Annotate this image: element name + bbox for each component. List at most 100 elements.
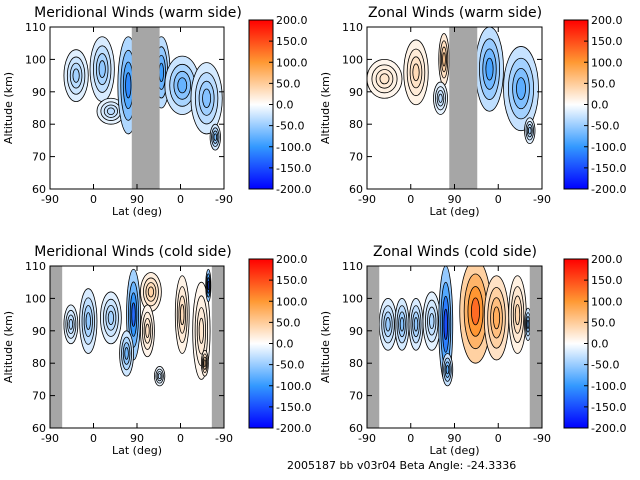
chart-title: Zonal Winds (cold side) [373, 244, 537, 260]
x-tick-label: 0 [177, 193, 184, 206]
colorbar-tick-label: 200.0 [591, 253, 623, 266]
wind-contour [413, 317, 419, 332]
x-tick-label: 0 [177, 432, 184, 445]
no-data-band [529, 266, 542, 428]
y-tick-label: 90 [32, 86, 46, 99]
y-tick-label: 110 [342, 21, 363, 34]
colorbar-tick-label: 0.0 [591, 338, 609, 351]
x-tick-label: -90 [215, 193, 233, 206]
y-tick-label: 100 [25, 292, 46, 305]
x-axis-label: Lat (deg) [430, 205, 480, 218]
y-tick-label: 100 [342, 53, 363, 66]
colorbar-tick-label: -100.0 [276, 380, 311, 393]
y-tick-label: 80 [32, 357, 46, 370]
colorbar-tick-label: 50.0 [591, 316, 616, 329]
wind-contour [131, 302, 136, 327]
colorbar: 200.0 150.0 100.0 50.0 0.0 -50.0 -100.0 -150.0 -… [248, 14, 311, 196]
wind-contour [125, 72, 132, 99]
y-tick-label: 80 [349, 357, 363, 370]
y-tick-label: 110 [25, 21, 46, 34]
wind-contour [107, 310, 115, 325]
colorbar-tick-label: -50.0 [276, 359, 304, 372]
colorbar-tick-label: 150.0 [591, 35, 623, 48]
y-axis-label: Altitude (km) [319, 72, 332, 144]
wind-contour [198, 317, 205, 344]
colorbar-tick-label: 100.0 [591, 56, 623, 69]
y-tick-label: 70 [349, 390, 363, 403]
wind-contour [147, 286, 155, 298]
x-tick-label: 0 [90, 432, 97, 445]
colorbar-tick-label: 150.0 [276, 35, 308, 48]
y-tick-label: 100 [25, 53, 46, 66]
colorbar: 200.0 150.0 100.0 50.0 0.0 -50.0 -100.0 -150.0 -… [563, 14, 626, 196]
colorbar-tick-label: 50.0 [591, 77, 616, 90]
y-tick-label: 90 [349, 86, 363, 99]
x-tick-label: 90 [448, 432, 462, 445]
colorbar-tick-label: 200.0 [591, 14, 623, 27]
wind-contour [379, 73, 390, 85]
x-axis-label: Lat (deg) [112, 205, 162, 218]
x-tick-label: -90 [215, 432, 233, 445]
wind-field [50, 266, 224, 428]
y-tick-label: 110 [25, 260, 46, 273]
colorbar-tick-label: 150.0 [276, 274, 308, 287]
y-tick-label: 90 [349, 325, 363, 338]
wind-contour [429, 313, 435, 330]
wind-contour [177, 77, 188, 94]
x-tick-label: 0 [407, 193, 414, 206]
colorbar-tick-label: 0.0 [276, 99, 294, 112]
colorbar-tick-label: -150.0 [591, 162, 626, 175]
y-tick-label: 70 [32, 151, 46, 164]
y-tick-label: 60 [349, 183, 363, 196]
x-tick-label: 90 [130, 193, 144, 206]
x-axis-label: Lat (deg) [430, 444, 480, 457]
no-data-band [131, 27, 160, 189]
x-tick-label: 0 [495, 193, 502, 206]
y-tick-label: 60 [32, 422, 46, 435]
wind-contour [526, 319, 530, 329]
x-tick-label: -90 [41, 432, 59, 445]
wind-contour [106, 107, 115, 116]
x-tick-label: -90 [358, 193, 376, 206]
y-axis-label: Altitude (km) [2, 311, 15, 383]
y-tick-label: 90 [32, 325, 46, 338]
colorbar-tick-label: 200.0 [276, 253, 308, 266]
colorbar-tick-label: -200.0 [276, 183, 311, 196]
colorbar-tick-label: -150.0 [276, 401, 311, 414]
no-data-band [367, 266, 380, 428]
y-tick-label: 70 [32, 390, 46, 403]
y-axis-label: Altitude (km) [319, 311, 332, 383]
wind-contour [385, 317, 391, 332]
footer-text: 2005187 bb v03r04 Beta Angle: -24.3336 [287, 459, 516, 472]
y-tick-label: 70 [349, 151, 363, 164]
colorbar: 200.0 150.0 100.0 50.0 0.0 -50.0 -100.0 -150.0 -… [248, 253, 311, 435]
wind-contour [516, 77, 526, 100]
wind-contour [85, 312, 91, 330]
wind-contour [443, 308, 448, 340]
colorbar-tick-label: -200.0 [591, 183, 626, 196]
wind-contour [527, 126, 532, 135]
x-tick-label: 90 [130, 432, 144, 445]
y-axis-label: Altitude (km) [2, 72, 15, 144]
colorbar-tick-label: -50.0 [276, 120, 304, 133]
colorbar-tick-label: 0.0 [591, 99, 609, 112]
x-tick-label: 0 [90, 193, 97, 206]
wind-contour [438, 93, 443, 103]
chart-panel: Zonal Winds (cold side) 60 70 80 90 100 110 -90… [319, 244, 626, 457]
wind-contour [157, 373, 162, 380]
wind-field [50, 27, 224, 189]
colorbar-tick-label: 50.0 [276, 316, 301, 329]
colorbar-tick-label: 150.0 [591, 274, 623, 287]
no-data-band [50, 266, 63, 428]
y-tick-label: 80 [349, 118, 363, 131]
colorbar-tick-label: -50.0 [591, 359, 619, 372]
x-tick-label: -90 [41, 193, 59, 206]
y-tick-label: 100 [342, 292, 363, 305]
wind-contour [442, 52, 446, 67]
wind-contour [202, 88, 212, 108]
wind-contour [213, 133, 218, 141]
colorbar-tick-label: 100.0 [276, 56, 308, 69]
no-data-band [449, 27, 478, 189]
wind-contour [492, 306, 501, 330]
wind-contour [68, 318, 74, 330]
